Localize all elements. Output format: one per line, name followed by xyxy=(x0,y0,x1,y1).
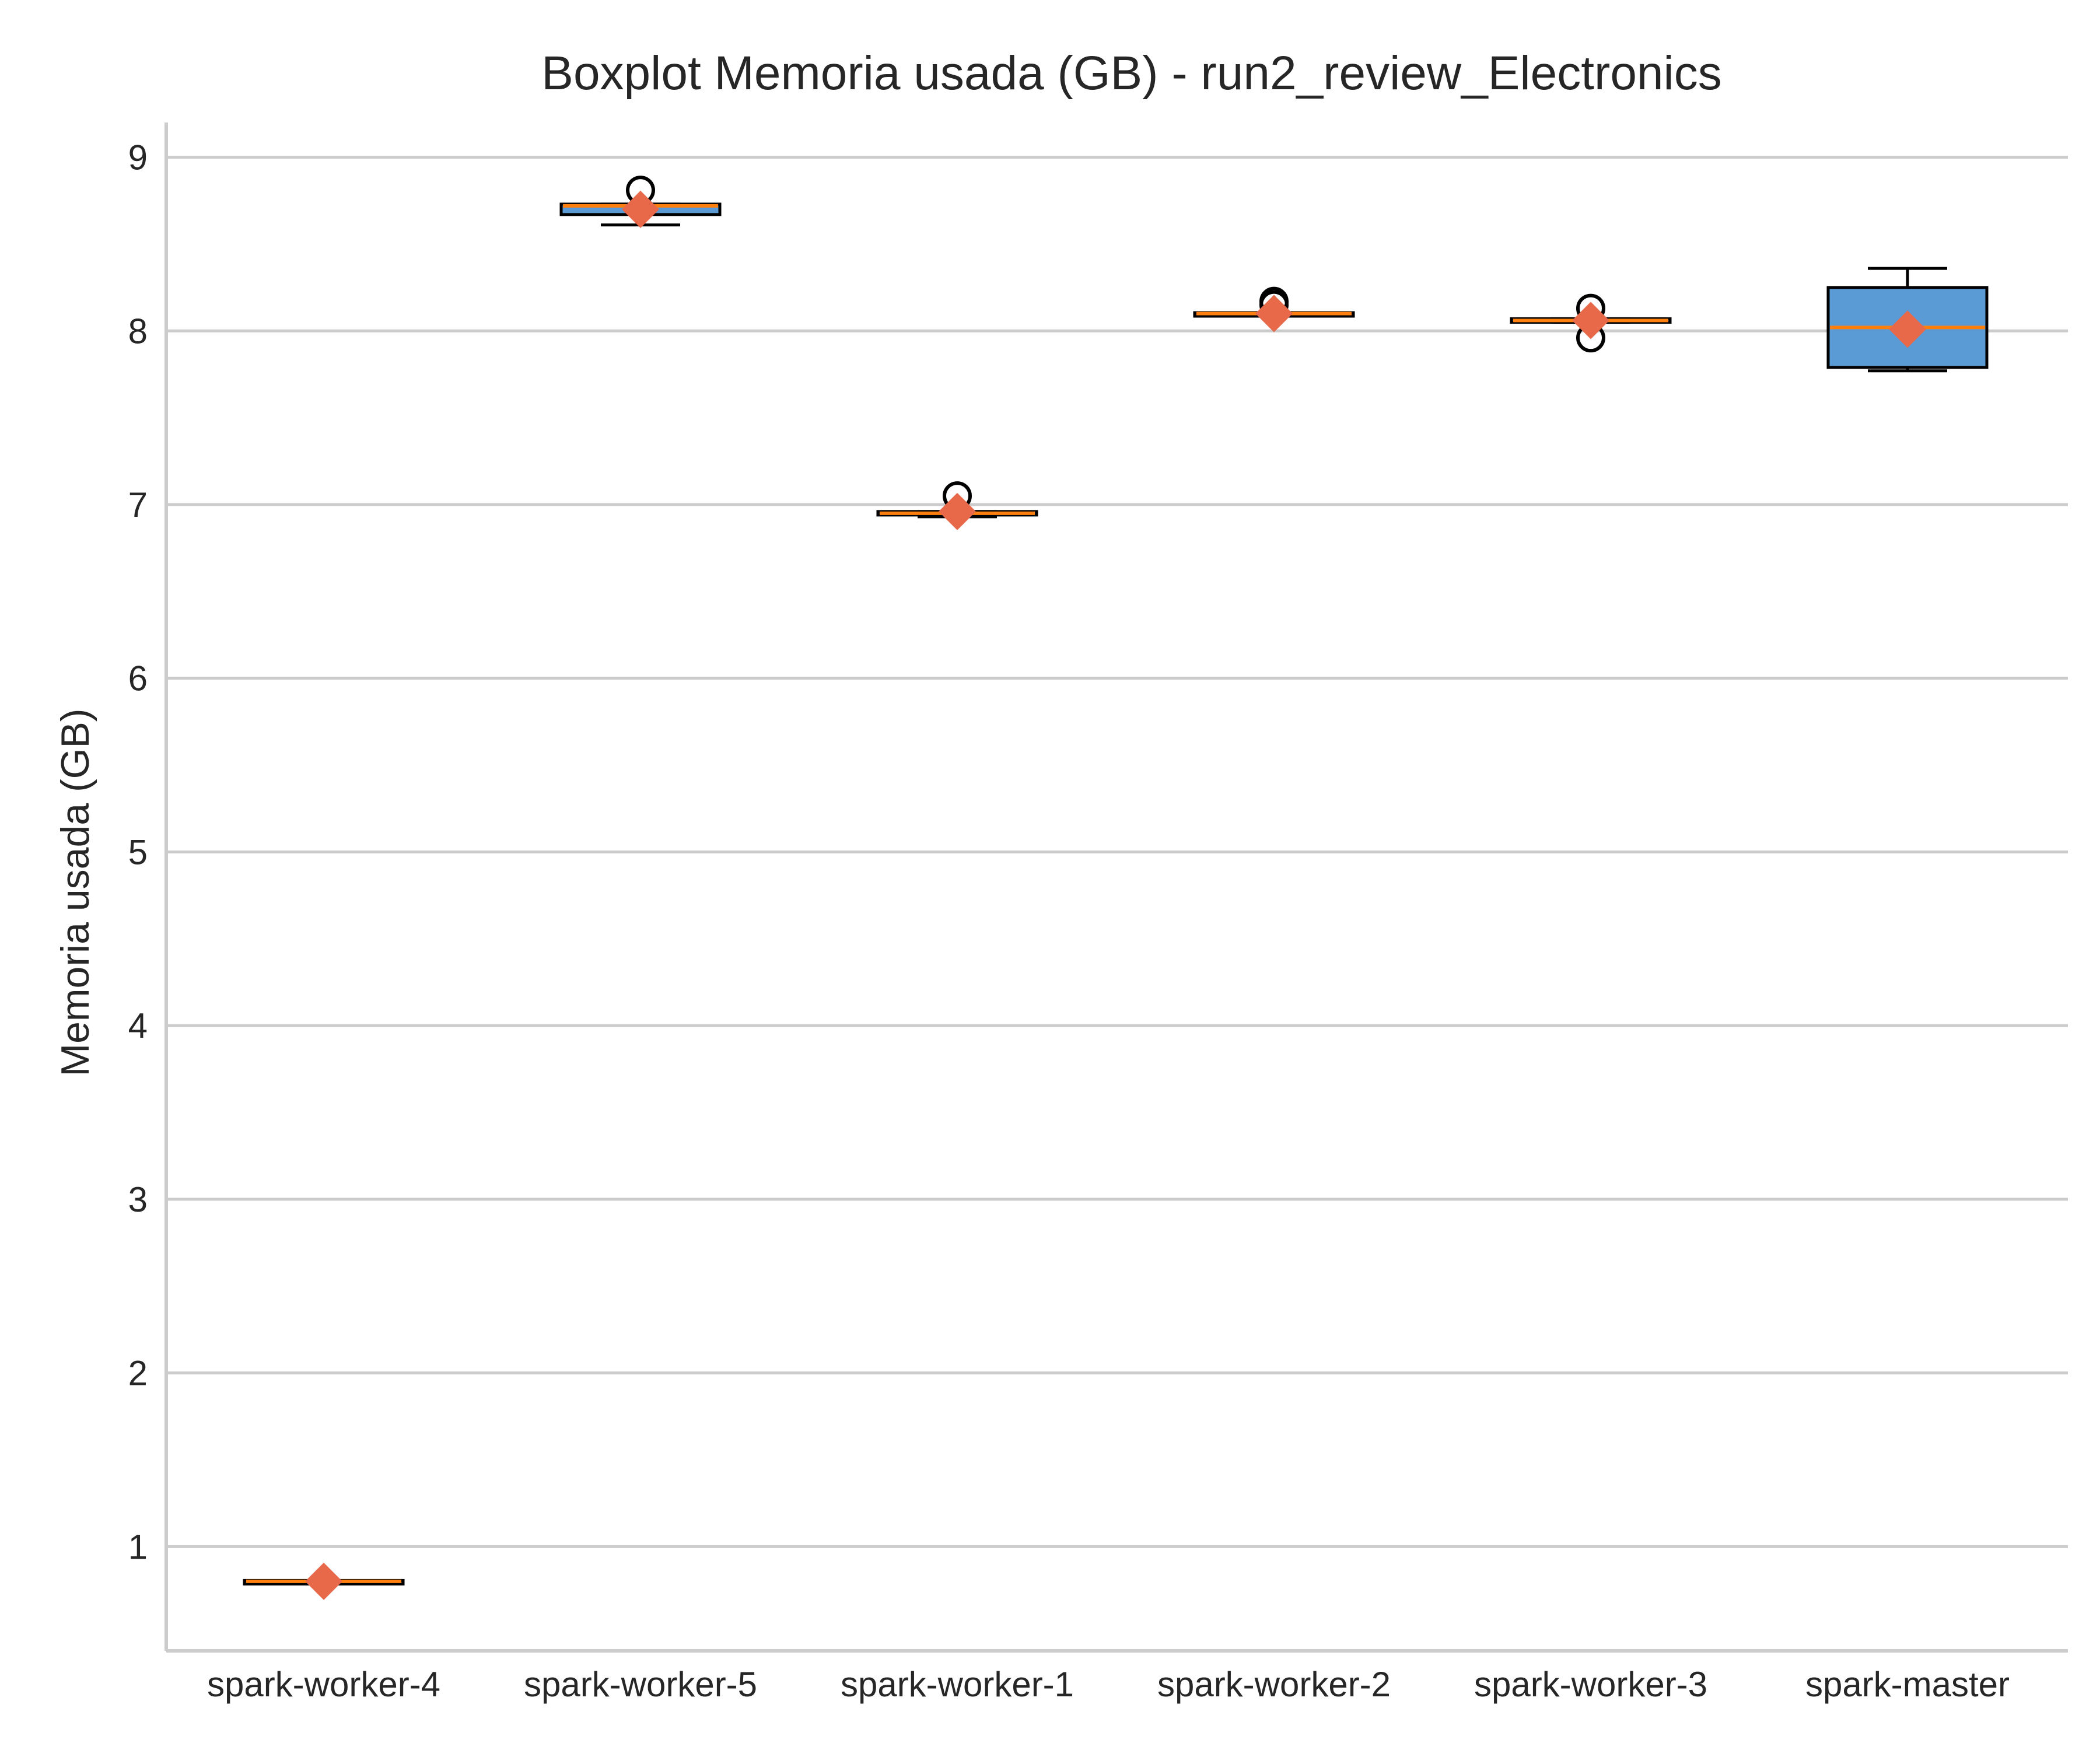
box-spark-worker-4 xyxy=(243,1562,405,1600)
mean-marker-spark-worker-1 xyxy=(939,492,976,530)
y-tick-label-3: 3 xyxy=(128,1180,148,1219)
x-tick-label-spark-worker-3: spark-worker-3 xyxy=(1474,1665,1707,1704)
y-tick-label-5: 5 xyxy=(128,832,148,872)
y-tick-label-1: 1 xyxy=(128,1527,148,1566)
y-axis-label: Memoria usada (GB) xyxy=(53,708,97,1076)
y-axis-ticks: 1 2 3 4 5 6 7 8 9 xyxy=(128,138,148,1567)
box-spark-master xyxy=(1826,267,1989,373)
box-spark-worker-3 xyxy=(1510,293,1672,353)
y-tick-label-7: 7 xyxy=(128,485,148,524)
y-tick-label-2: 2 xyxy=(128,1354,148,1393)
mean-marker-spark-worker-2 xyxy=(1255,295,1293,332)
mean-marker-spark-worker-5 xyxy=(622,190,659,228)
y-tick-label-9: 9 xyxy=(128,138,148,177)
mean-marker-spark-worker-3 xyxy=(1572,302,1609,340)
box-spark-worker-2 xyxy=(1193,286,1355,332)
x-tick-label-spark-worker-5: spark-worker-5 xyxy=(524,1665,757,1704)
x-tick-label-spark-worker-1: spark-worker-1 xyxy=(841,1665,1074,1704)
x-tick-label-spark-worker-2: spark-worker-2 xyxy=(1157,1665,1391,1704)
x-axis-ticks: spark-worker-4 spark-worker-5 spark-worker… xyxy=(207,1665,2010,1704)
chart-title: Boxplot Memoria usada (GB) - run2_review… xyxy=(541,47,1722,100)
box-spark-worker-5 xyxy=(559,176,722,228)
y-tick-label-6: 6 xyxy=(128,659,148,698)
y-tick-label-8: 8 xyxy=(128,312,148,351)
boxes xyxy=(243,176,1989,1600)
mean-marker-spark-worker-4 xyxy=(305,1562,342,1600)
mean-marker-spark-master xyxy=(1889,310,1926,348)
x-tick-label-spark-worker-4: spark-worker-4 xyxy=(207,1665,440,1704)
x-tick-label-spark-master: spark-master xyxy=(1805,1665,2010,1704)
grid-lines xyxy=(166,156,2068,1548)
box-spark-worker-1 xyxy=(876,481,1038,530)
y-tick-label-4: 4 xyxy=(128,1006,148,1045)
